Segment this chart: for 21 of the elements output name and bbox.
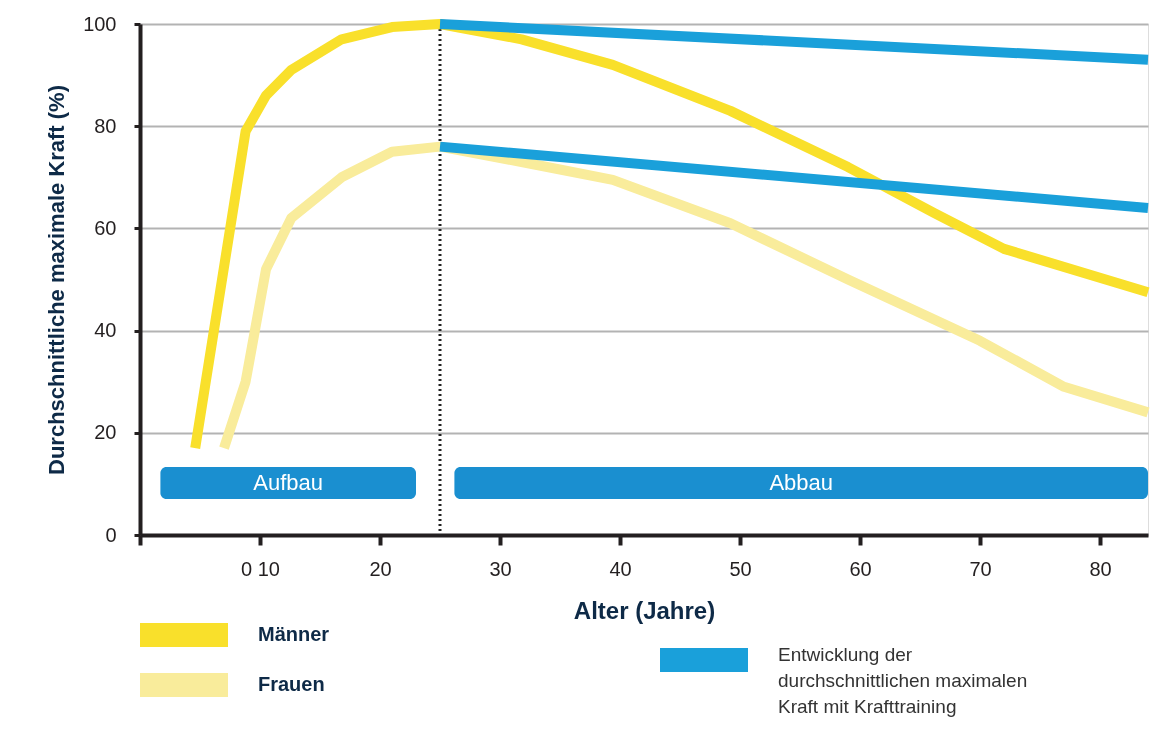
legend-label: Männer: [258, 623, 330, 645]
legend-label: Entwicklung der durchschnittlichen maximalen Kraft mit Krafttraining: [778, 644, 1028, 717]
x-tick-label: 40: [609, 557, 632, 580]
y-tick-label: 20: [94, 421, 117, 444]
x-tick-label: 50: [729, 557, 752, 580]
band-label: Aufbau: [253, 470, 324, 495]
y-tick-label: 40: [94, 319, 117, 342]
band-label: Abbau: [769, 470, 834, 495]
y-tick-label: 80: [94, 114, 117, 137]
x-tick-label: 70: [969, 557, 992, 580]
x-axis-title: Alter (Jahre): [573, 596, 716, 624]
legend-label: Frauen: [258, 673, 325, 695]
y-axis-title: Durchschnittliche maximale Kraft (%): [44, 85, 70, 475]
y-tick-label: 60: [94, 216, 117, 239]
y-tick-label: 100: [83, 12, 117, 35]
x-tick-label: 30: [489, 557, 512, 580]
x-tick-label: 80: [1089, 557, 1112, 580]
y-tick-label: 0: [105, 523, 117, 546]
x-tick-label: 20: [369, 557, 392, 580]
x-tick-label: 60: [849, 557, 872, 580]
x-tick-label: 0 10: [241, 557, 280, 580]
